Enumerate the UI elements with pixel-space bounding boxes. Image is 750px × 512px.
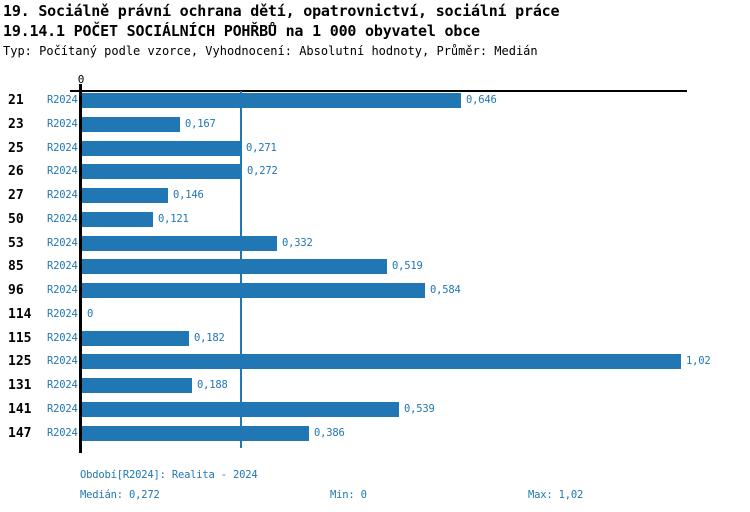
- bar-value-label: 0,584: [430, 284, 461, 296]
- bar-value-label: 0,539: [404, 403, 435, 415]
- category-label: 131: [8, 378, 32, 393]
- category-label: 147: [8, 426, 32, 441]
- bar: [82, 259, 387, 274]
- bar-value-label: 0,272: [247, 165, 278, 177]
- bar: [82, 188, 168, 203]
- series-label: R2024: [47, 213, 78, 225]
- bar: [82, 426, 309, 441]
- bar: [82, 212, 153, 227]
- bar: [82, 141, 241, 156]
- bar: [82, 378, 192, 393]
- category-label: 141: [8, 402, 32, 417]
- category-label: 125: [8, 354, 32, 369]
- category-label: 114: [8, 307, 32, 322]
- y-axis-line: [79, 84, 82, 453]
- series-label: R2024: [47, 332, 78, 344]
- bar-value-label: 0,182: [194, 332, 225, 344]
- bar: [82, 402, 399, 417]
- bar: [82, 283, 425, 298]
- series-label: R2024: [47, 260, 78, 272]
- bar-value-label: 0,646: [466, 94, 497, 106]
- max-stat: Max: 1,02: [528, 489, 584, 501]
- bar-value-label: 0,332: [282, 237, 313, 249]
- category-label: 115: [8, 331, 32, 346]
- series-label: R2024: [47, 142, 78, 154]
- series-label: R2024: [47, 308, 78, 320]
- series-label: R2024: [47, 237, 78, 249]
- section-title: 19. Sociálně právní ochrana dětí, opatro…: [3, 2, 560, 20]
- period-legend: Období[R2024]: Realita - 2024: [80, 469, 258, 481]
- bar-value-label: 1,02: [686, 355, 711, 367]
- bar-value-label: 0,146: [173, 189, 204, 201]
- series-label: R2024: [47, 118, 78, 130]
- series-label: R2024: [47, 403, 78, 415]
- x-axis-line: [70, 90, 687, 92]
- x-axis-zero-tick-label: 0: [77, 73, 85, 86]
- bar: [82, 117, 180, 132]
- series-label: R2024: [47, 355, 78, 367]
- category-label: 26: [8, 164, 24, 179]
- category-label: 96: [8, 283, 24, 298]
- series-label: R2024: [47, 189, 78, 201]
- bar-value-label: 0,271: [246, 142, 277, 154]
- series-label: R2024: [47, 94, 78, 106]
- bar: [82, 164, 242, 179]
- category-label: 23: [8, 117, 24, 132]
- category-label: 50: [8, 212, 24, 227]
- series-label: R2024: [47, 427, 78, 439]
- category-label: 53: [8, 236, 24, 251]
- bar-value-label: 0,188: [197, 379, 228, 391]
- category-label: 25: [8, 141, 24, 156]
- series-label: R2024: [47, 379, 78, 391]
- min-stat: Min: 0: [330, 489, 367, 501]
- bar-value-label: 0,519: [392, 260, 423, 272]
- bar: [82, 354, 681, 369]
- series-label: R2024: [47, 284, 78, 296]
- category-label: 85: [8, 259, 24, 274]
- bar-value-label: 0,167: [185, 118, 216, 130]
- category-label: 21: [8, 93, 24, 108]
- indicator-title: 19.14.1 POČET SOCIÁLNÍCH POHŘBŮ na 1 000…: [3, 22, 480, 40]
- series-label: R2024: [47, 165, 78, 177]
- median-stat: Medián: 0,272: [80, 489, 160, 501]
- bar: [82, 93, 461, 108]
- category-label: 27: [8, 188, 24, 203]
- bar-value-label: 0: [87, 308, 94, 320]
- bar-value-label: 0,386: [314, 427, 345, 439]
- bar-value-label: 0,121: [158, 213, 189, 225]
- bar: [82, 331, 189, 346]
- bar: [82, 236, 277, 251]
- indicator-meta: Typ: Počítaný podle vzorce, Vyhodnocení:…: [3, 44, 538, 58]
